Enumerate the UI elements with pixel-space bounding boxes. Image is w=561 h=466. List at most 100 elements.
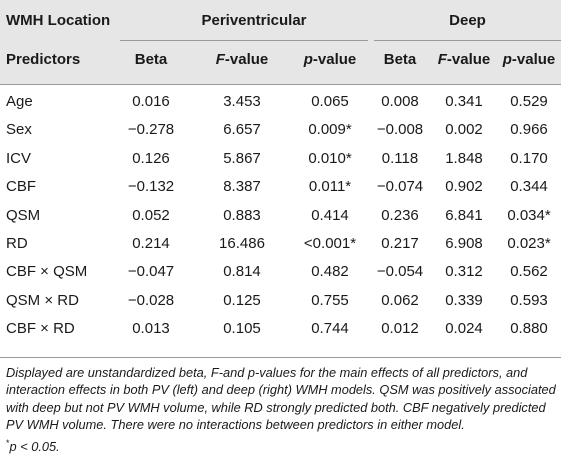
cell-predictor: ICV [6, 149, 32, 167]
cell-pv-p-value: 0.010* [308, 149, 352, 167]
cell-pv-p-value: 0.011* [308, 178, 352, 196]
table-row: Age 0.016 3.453 0.065 0.008 0.341 0.529 [0, 90, 561, 115]
cell-pv-p-value: 0.755 [311, 291, 349, 309]
cell-pv-beta: −0.047 [127, 263, 175, 281]
header-deep-p-rest: -value [511, 51, 556, 68]
table-row: RD 0.214 16.486 <0.001* 0.217 6.908 0.023* [0, 232, 561, 257]
cell-deep-p-value: 0.034* [507, 206, 551, 224]
cell-deep-beta: 0.217 [381, 235, 419, 252]
cell-deep-p-value: 0.170 [510, 149, 548, 167]
cell-deep-beta: −0.074 [376, 178, 424, 196]
cell-pv-p-value: 0.482 [311, 263, 349, 281]
cell-pv-beta: 0.214 [132, 235, 170, 252]
significance-footnote: *p < 0.05. [6, 435, 558, 455]
periventricular-group-rule [120, 40, 368, 41]
footnote-mark: * [6, 437, 10, 448]
header-pv-f-italic: F [215, 51, 225, 68]
cell-pv-p-value: 0.744 [311, 320, 349, 338]
header-wmh-location: WMH Location [6, 12, 111, 29]
cell-deep-p-value: 0.529 [510, 93, 548, 110]
header-bottom-rule [0, 84, 561, 85]
cell-deep-beta: −0.008 [376, 121, 424, 139]
cell-pv-f-value: 5.867 [223, 149, 261, 167]
cell-deep-p-value: 0.344 [510, 178, 548, 196]
header-pv-p-value: p-value [291, 51, 369, 69]
cell-pv-f-value: 0.125 [223, 291, 261, 309]
header-deep-p-value: p-value [497, 51, 561, 69]
table-bottom-rule [0, 357, 561, 358]
cell-pv-p-value: 0.414 [311, 206, 349, 224]
header-pv-f-rest: -value [224, 51, 269, 68]
cell-deep-p-value: 0.966 [510, 121, 548, 139]
cell-pv-f-value: 0.883 [223, 206, 261, 224]
cell-pv-p-value: <0.001* [303, 235, 357, 252]
cell-predictor: CBF × QSM [6, 263, 88, 281]
cell-deep-f-value: 0.339 [445, 291, 483, 309]
table-row: QSM × RD −0.028 0.125 0.755 0.062 0.339 0.593 [0, 289, 561, 314]
cell-pv-beta: −0.132 [127, 178, 175, 196]
header-periventricular: Periventricular [201, 12, 307, 29]
table-header-band [0, 0, 561, 84]
cell-deep-beta: 0.236 [381, 206, 419, 224]
header-predictors: Predictors [6, 51, 81, 68]
cell-predictor: QSM [6, 206, 41, 224]
cell-deep-beta: 0.062 [381, 291, 419, 309]
cell-predictor: QSM × RD [6, 291, 79, 309]
cell-predictor: CBF × RD [6, 320, 75, 338]
header-deep-f-italic: F [437, 51, 447, 68]
table-row: Sex −0.278 6.657 0.009* −0.008 0.002 0.966 [0, 118, 561, 143]
header-pv-p-italic: p [303, 51, 313, 68]
table-row: CBF −0.132 8.387 0.011* −0.074 0.902 0.344 [0, 175, 561, 200]
cell-predictor: Age [6, 93, 33, 110]
cell-predictor: CBF [6, 178, 36, 196]
cell-pv-beta: 0.126 [132, 149, 170, 167]
cell-deep-f-value: 0.002 [445, 121, 483, 139]
cell-pv-beta: −0.278 [127, 121, 175, 139]
table-notes: Displayed are unstandardized beta, F-and… [6, 364, 558, 455]
cell-deep-beta: 0.008 [381, 93, 419, 110]
header-deep-p-italic: p [502, 51, 512, 68]
cell-deep-f-value: 0.902 [445, 178, 483, 196]
cell-deep-p-value: 0.023* [507, 235, 551, 252]
cell-pv-beta: 0.013 [132, 320, 170, 338]
cell-predictor: Sex [6, 121, 32, 139]
cell-deep-beta: −0.054 [376, 263, 424, 281]
cell-pv-p-value: 0.065 [311, 93, 349, 110]
cell-pv-beta: 0.016 [132, 93, 170, 110]
cell-deep-p-value: 0.562 [510, 263, 548, 281]
table-row: QSM 0.052 0.883 0.414 0.236 6.841 0.034* [0, 204, 561, 229]
footnote-text: p < 0.05. [9, 438, 60, 454]
cell-predictor: RD [6, 235, 28, 252]
header-deep-f-value: F-value [429, 51, 499, 69]
table-caption: Displayed are unstandardized beta, F-and… [6, 365, 556, 433]
cell-deep-f-value: 0.312 [445, 263, 483, 281]
cell-deep-beta: 0.118 [381, 149, 419, 167]
header-pv-beta: Beta [134, 51, 168, 68]
table-row: CBF × RD 0.013 0.105 0.744 0.012 0.024 0.880 [0, 317, 561, 342]
cell-pv-beta: −0.028 [127, 291, 175, 309]
cell-deep-f-value: 0.341 [445, 93, 483, 110]
cell-deep-f-value: 0.024 [445, 320, 483, 338]
cell-pv-f-value: 0.814 [223, 263, 261, 281]
table-row: CBF × QSM −0.047 0.814 0.482 −0.054 0.312 0.56… [0, 260, 561, 285]
cell-pv-f-value: 6.657 [223, 121, 261, 139]
header-deep-f-rest: -value [446, 51, 491, 68]
cell-deep-f-value: 1.848 [445, 149, 483, 167]
table-row: ICV 0.126 5.867 0.010* 0.118 1.848 0.170 [0, 147, 561, 172]
cell-deep-f-value: 6.908 [445, 235, 483, 252]
deep-group-rule [374, 40, 561, 41]
cell-deep-p-value: 0.593 [510, 291, 548, 309]
header-deep: Deep [449, 12, 486, 29]
cell-deep-p-value: 0.880 [510, 320, 548, 338]
cell-pv-p-value: 0.009* [308, 121, 352, 139]
header-deep-beta: Beta [383, 51, 417, 68]
header-pv-f-value: F-value [200, 51, 284, 69]
cell-deep-f-value: 6.841 [445, 206, 483, 224]
cell-pv-f-value: 0.105 [223, 320, 261, 338]
header-pv-p-rest: -value [312, 51, 357, 68]
cell-pv-beta: 0.052 [132, 206, 170, 224]
cell-pv-f-value: 8.387 [223, 178, 261, 196]
cell-deep-beta: 0.012 [381, 320, 419, 338]
cell-pv-f-value: 3.453 [223, 93, 261, 110]
cell-pv-f-value: 16.486 [219, 235, 265, 252]
